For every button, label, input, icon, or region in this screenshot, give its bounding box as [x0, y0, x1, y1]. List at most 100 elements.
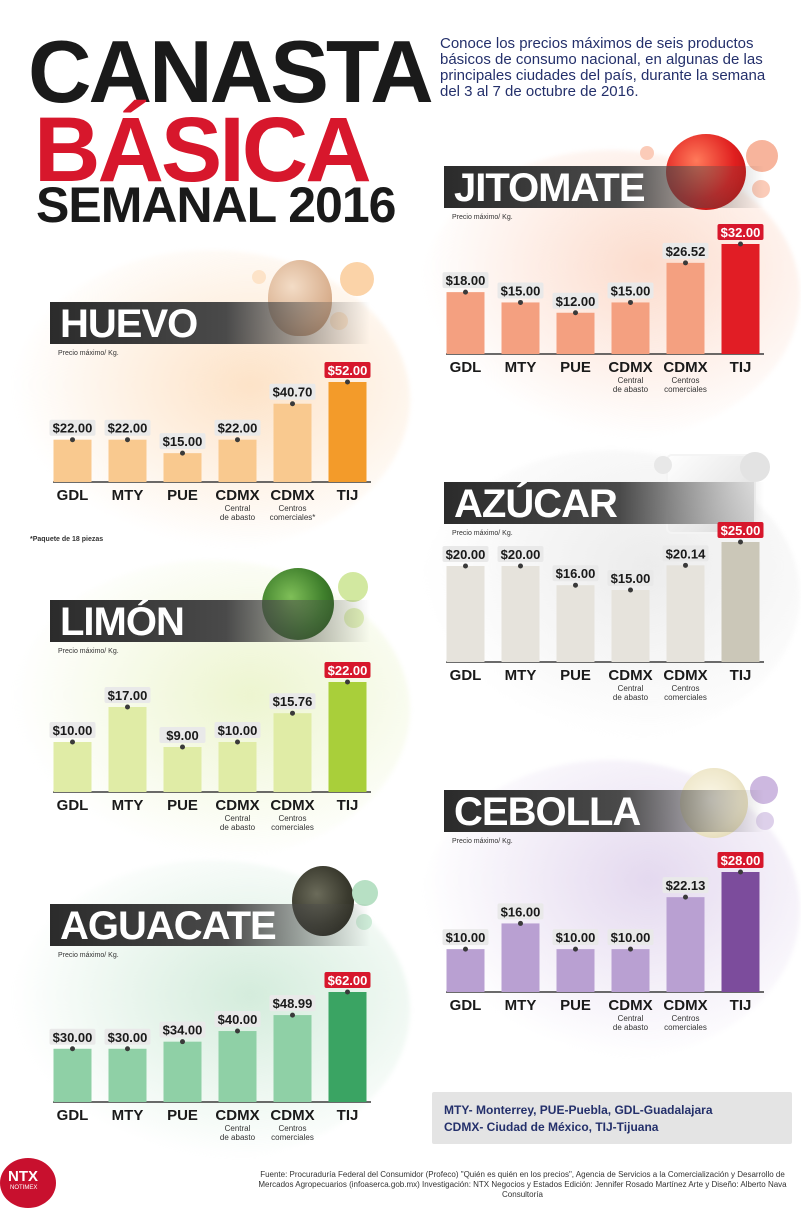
value-label-0: $10.00 — [53, 723, 93, 738]
bar-pue-2 — [556, 949, 595, 992]
value-marker-0 — [463, 946, 468, 952]
category-label-3: CDMX — [215, 487, 259, 504]
category-label-3: CDMX — [608, 997, 652, 1014]
category-label-0: GDL — [57, 797, 89, 814]
category-label-4: CDMX — [663, 667, 707, 684]
value-label-bg-3 — [607, 282, 654, 299]
value-marker-3 — [235, 739, 240, 745]
value-marker-3 — [235, 1028, 240, 1034]
value-marker-4 — [290, 401, 295, 407]
azucar-dot-2 — [654, 456, 672, 474]
value-marker-5 — [345, 989, 350, 995]
value-label-2: $15.00 — [163, 434, 203, 449]
value-label-0: $20.00 — [446, 547, 486, 562]
subcategory-label-2-3: de abasto — [220, 1133, 256, 1142]
value-label-3: $15.00 — [611, 283, 651, 298]
value-marker-0 — [70, 1046, 75, 1052]
value-marker-2 — [573, 946, 578, 952]
subcategory-label-3: Central — [618, 1014, 644, 1023]
azucar-band: AZÚCAR — [444, 482, 764, 526]
subcategory-label-2-3: de abasto — [220, 513, 256, 522]
huevo-chart: $22.00GDL$22.00MTY$15.00PUE$22.00CDMXCen… — [49, 362, 371, 522]
limon-unit: Precio máximo/ Kg. — [58, 648, 119, 655]
value-marker-3 — [628, 299, 633, 305]
value-marker-1 — [518, 563, 523, 569]
value-marker-5 — [345, 679, 350, 685]
category-label-4: CDMX — [663, 359, 707, 376]
subcategory-label-2-4: comerciales — [271, 823, 314, 832]
value-marker-3 — [628, 946, 633, 952]
value-label-bg-3 — [214, 722, 261, 738]
category-label-0: GDL — [57, 487, 89, 504]
value-marker-5 — [345, 379, 350, 385]
category-label-2: PUE — [560, 359, 591, 376]
bar-gdl-0 — [53, 1048, 92, 1102]
cebolla-chart: $10.00GDL$16.00MTY$10.00PUE$10.00CDMXCen… — [442, 852, 764, 1032]
value-label-1: $20.00 — [501, 547, 541, 562]
jitomate-chart: $18.00GDL$15.00MTY$12.00PUE$15.00CDMXCen… — [442, 224, 764, 394]
value-label-bg-3 — [214, 1011, 261, 1028]
subcategory-label-3: Central — [225, 814, 251, 823]
category-label-5: TIJ — [337, 797, 359, 814]
aguacate-dot-1 — [352, 880, 378, 906]
bar-mty-1 — [501, 302, 540, 354]
value-label-1: $15.00 — [501, 283, 541, 298]
value-label-5: $25.00 — [721, 523, 761, 538]
bar-cdmx-4 — [666, 565, 705, 662]
bar-cdmx-4 — [666, 262, 705, 354]
value-label-bg-2 — [159, 727, 206, 743]
value-marker-2 — [180, 744, 185, 750]
bar-cdmx-3 — [218, 1031, 257, 1102]
bar-mty-1 — [108, 439, 147, 482]
bar-cdmx-3 — [218, 742, 257, 792]
category-label-0: GDL — [450, 667, 482, 684]
value-label-bg-3 — [607, 570, 654, 586]
value-label-bg-5 — [717, 522, 764, 538]
source-credits: Fuente: Procuraduría Federal del Consumi… — [258, 1170, 787, 1199]
subcategory-label-2-4: comerciales — [664, 385, 707, 394]
bar-gdl-0 — [53, 742, 92, 792]
jitomate-title: JITOMATE — [454, 166, 646, 210]
footnote: *Paquete de 18 piezas — [30, 536, 104, 543]
value-marker-4 — [290, 710, 295, 716]
value-label-bg-2 — [552, 565, 599, 582]
value-label-2: $12.00 — [556, 294, 596, 309]
subcategory-label-2-4: comerciales — [271, 1133, 314, 1142]
bar-tij-5 — [721, 244, 760, 354]
limon-title: LIMÓN — [60, 600, 185, 644]
category-label-3: CDMX — [608, 667, 652, 684]
bar-gdl-0 — [446, 566, 485, 662]
value-label-1: $16.00 — [501, 904, 541, 919]
subcategory-label-3: Central — [225, 1124, 251, 1133]
value-label-bg-4 — [269, 995, 316, 1012]
bar-cdmx-4 — [273, 403, 312, 482]
huevo-unit: Precio máximo/ Kg. — [58, 350, 119, 357]
value-label-4: $48.99 — [273, 996, 313, 1011]
bar-gdl-0 — [446, 949, 485, 992]
limon-chart: $10.00GDL$17.00MTY$9.00PUE$10.00CDMXCent… — [49, 662, 371, 832]
value-label-bg-3 — [607, 929, 654, 946]
value-marker-2 — [180, 1039, 185, 1045]
value-marker-2 — [573, 310, 578, 316]
value-label-3: $40.00 — [218, 1012, 258, 1027]
value-marker-0 — [463, 289, 468, 295]
category-label-0: GDL — [450, 359, 482, 376]
value-label-bg-2 — [159, 1021, 206, 1038]
value-label-4: $15.76 — [273, 694, 313, 709]
category-label-5: TIJ — [337, 487, 359, 504]
value-label-bg-1 — [497, 903, 544, 920]
category-label-2: PUE — [560, 667, 591, 684]
huevo-title: HUEVO — [60, 302, 198, 346]
bar-pue-2 — [556, 585, 595, 662]
value-label-2: $16.00 — [556, 566, 596, 581]
value-label-5: $28.00 — [721, 853, 761, 868]
category-label-3: CDMX — [215, 797, 259, 814]
category-label-0: GDL — [450, 997, 482, 1014]
value-label-bg-0 — [49, 419, 96, 436]
value-label-bg-0 — [49, 722, 96, 738]
category-label-2: PUE — [560, 997, 591, 1014]
limon-dot-1 — [338, 572, 368, 602]
category-label-1: MTY — [505, 359, 537, 376]
cebolla-unit: Precio máximo/ Kg. — [452, 838, 513, 845]
value-label-bg-5 — [717, 224, 764, 240]
